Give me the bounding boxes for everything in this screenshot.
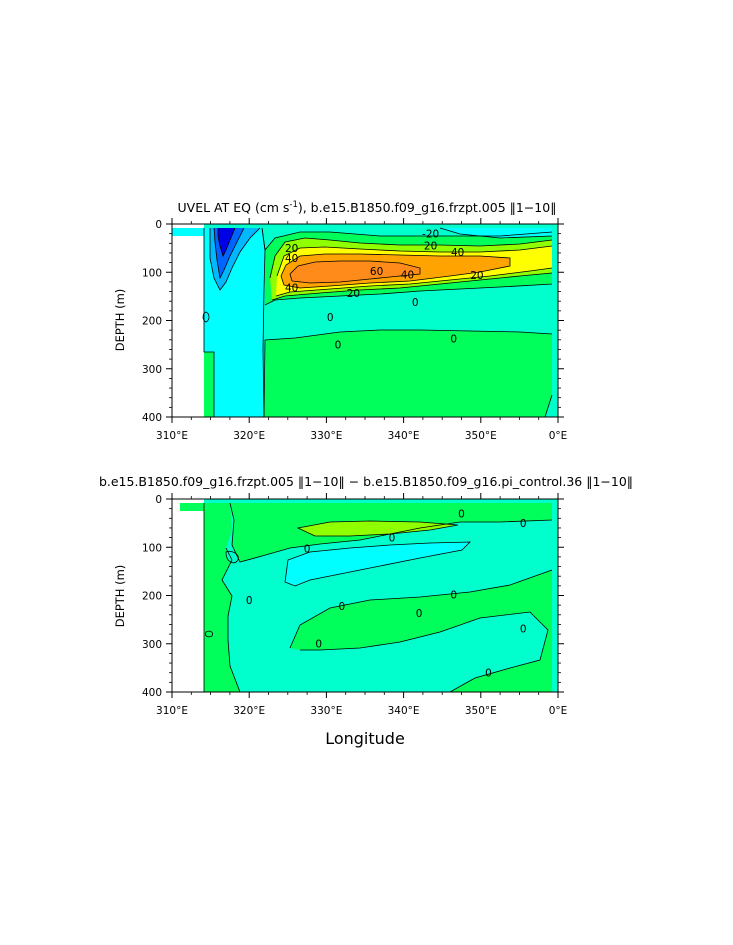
fill-green-band-lower [290, 570, 552, 692]
panel-2-difference: b.e15.B1850.f09_g16.frzpt.005 ‖1−10‖ − b… [99, 474, 633, 748]
contour-label: 20 [347, 288, 360, 300]
contour-label: 20 [470, 270, 483, 282]
contour-label: 20 [285, 243, 298, 255]
panel-1-title: UVEL AT EQ (cm s-1), b.e15.B1850.f09_g16… [178, 200, 557, 215]
contour-label: 0 [315, 638, 322, 650]
surface-strip [172, 228, 204, 236]
x-tick-label: 330°E [310, 705, 342, 717]
land-mask [172, 224, 204, 417]
y-tick-label: 100 [142, 542, 162, 554]
x-tick-label: 320°E [233, 430, 265, 442]
fill-peach-core [290, 261, 420, 283]
y-tick-label: 200 [142, 591, 162, 603]
x-tick-label: 0°E [549, 430, 568, 442]
contour-label: 40 [401, 270, 414, 282]
fill-green-west [204, 503, 240, 692]
x-tick-label: 340°E [388, 705, 420, 717]
contour-label: 0 [458, 508, 465, 520]
fill-lightgreen-2 [298, 521, 458, 536]
contour-label: 0 [416, 608, 423, 620]
y-tick-label: 0 [155, 219, 162, 231]
y-tick-label: 200 [142, 316, 162, 328]
contour-label: 0 [338, 601, 345, 613]
x-tick-label: 320°E [233, 705, 265, 717]
y-tick-label: 100 [142, 267, 162, 279]
contour-label: 40 [451, 247, 464, 259]
panel-1-contour-fill [172, 224, 558, 417]
panel-2-xlabel: Longitude [325, 729, 405, 748]
x-tick-label: 340°E [388, 430, 420, 442]
contour-label: 0 [450, 333, 457, 345]
contour-label: 0 [412, 297, 419, 309]
panel-1-ylabel: DEPTH (m) [113, 289, 127, 352]
contour-label: 0 [485, 668, 492, 680]
contour-label: 0 [327, 312, 334, 324]
x-tick-label: 330°E [310, 430, 342, 442]
contour-label: 0 [335, 340, 342, 352]
panel-1-axes: 310°E 320°E 330°E 340°E 350°E 0°E010020030040… [142, 218, 567, 442]
panel-2-title: b.e15.B1850.f09_g16.frzpt.005 ‖1−10‖ − b… [99, 474, 633, 489]
fill-cyan-east [440, 228, 552, 238]
contour-label: 40 [285, 283, 298, 295]
y-tick-label: 400 [142, 412, 162, 424]
x-tick-label: 0°E [549, 705, 568, 717]
fill-green-deep [264, 330, 552, 417]
contour-label: 0 [246, 595, 253, 607]
land-mask-2 [172, 499, 204, 692]
x-tick-label: 310°E [156, 705, 188, 717]
fill-green-corner [204, 352, 214, 417]
contour-label: 40 [285, 253, 298, 265]
y-tick-label: 300 [142, 364, 162, 376]
panel-2-axes: 310°E 320°E 330°E 340°E 350°E 0°E 0 100 200 300 40… [142, 493, 567, 717]
contour-label: 0 [304, 544, 311, 556]
panel-2-ylabel: DEPTH (m) [113, 565, 127, 628]
contour-label: 0 [450, 590, 457, 602]
x-tick-label: 350°E [465, 430, 497, 442]
y-tick-label: 300 [142, 639, 162, 651]
x-tick-label: 350°E [465, 705, 497, 717]
contour-label: 20 [424, 241, 437, 253]
y-tick-label: 400 [142, 687, 162, 699]
fill-cyan-tongue [285, 542, 470, 586]
contour-label: -20 [422, 229, 439, 241]
contour-label: 0 [520, 518, 527, 530]
contour-label: 0 [389, 533, 396, 545]
contour-label: 0 [520, 623, 527, 635]
contour-label: 60 [370, 266, 383, 278]
panel-1-uvel: UVEL AT EQ (cm s-1), b.e15.B1850.f09_g16… [113, 200, 567, 442]
x-tick-label: 310°E [156, 430, 188, 442]
fill-navy [218, 228, 235, 256]
surface-strip-2 [180, 503, 204, 511]
panel-2-contour-labels: 0 0 0 0 0 0 0 0 0 0 0 [246, 508, 527, 679]
panel-2-contour-fill [172, 499, 558, 692]
y-tick-label: 0 [155, 494, 162, 506]
